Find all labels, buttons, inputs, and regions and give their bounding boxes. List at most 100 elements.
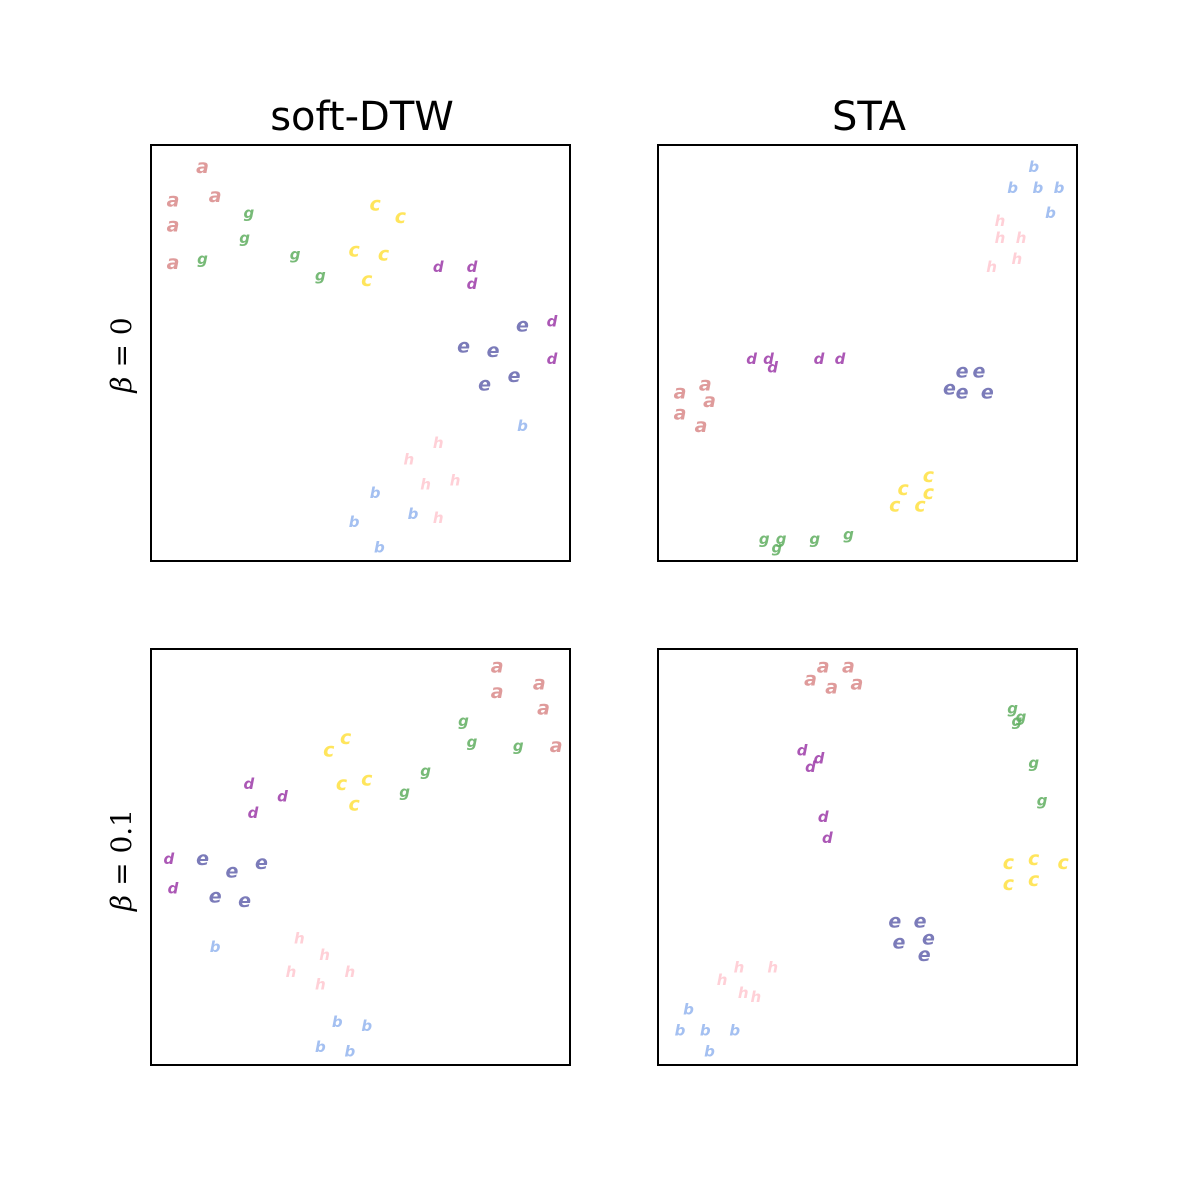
point-h: h <box>294 929 305 947</box>
point-b: b <box>349 513 360 531</box>
point-e: e <box>478 373 491 395</box>
point-h: h <box>986 258 997 276</box>
point-h: h <box>1016 229 1027 247</box>
point-g: g <box>315 267 326 285</box>
point-h: h <box>286 963 297 981</box>
point-e: e <box>956 382 969 404</box>
point-e: e <box>487 340 500 362</box>
point-g: g <box>843 526 854 544</box>
point-a: a <box>804 668 817 690</box>
point-a: a <box>491 681 504 703</box>
point-d: d <box>467 258 478 276</box>
point-a: a <box>167 252 180 274</box>
point-g: g <box>759 530 770 548</box>
point-b: b <box>315 1038 326 1056</box>
point-b: b <box>704 1042 715 1060</box>
point-b: b <box>370 484 381 502</box>
row-label-greek: β <box>105 894 138 911</box>
point-d: d <box>822 829 833 847</box>
point-g: g <box>458 712 469 730</box>
point-e: e <box>943 377 956 399</box>
point-h: h <box>315 975 326 993</box>
column-title-sta: STA <box>831 94 907 140</box>
point-c: c <box>378 244 390 266</box>
point-e: e <box>893 932 906 954</box>
point-c: c <box>889 494 901 516</box>
point-a: a <box>825 677 838 699</box>
point-b: b <box>344 1042 355 1060</box>
point-b: b <box>408 505 419 523</box>
point-h: h <box>995 229 1006 247</box>
point-g: g <box>1037 791 1048 809</box>
point-c: c <box>1058 852 1070 874</box>
point-e: e <box>918 944 931 966</box>
point-b: b <box>1054 179 1065 197</box>
point-e: e <box>956 361 969 383</box>
point-d: d <box>433 258 444 276</box>
point-h: h <box>738 984 749 1002</box>
point-h: h <box>345 963 356 981</box>
point-b: b <box>361 1017 372 1035</box>
point-c: c <box>1003 873 1015 895</box>
point-a: a <box>817 656 830 678</box>
point-a: a <box>167 189 180 211</box>
point-g: g <box>1007 700 1018 718</box>
point-e: e <box>457 336 470 358</box>
point-d: d <box>814 750 825 768</box>
point-d: d <box>746 350 757 368</box>
point-h: h <box>403 451 414 469</box>
point-c: c <box>348 240 360 262</box>
point-b: b <box>729 1021 740 1039</box>
row-label-beta-0: β = 0 <box>102 145 142 565</box>
point-d: d <box>168 879 179 897</box>
point-b: b <box>683 1000 694 1018</box>
point-e: e <box>914 911 927 933</box>
point-a: a <box>674 403 687 425</box>
point-e: e <box>981 382 994 404</box>
point-g: g <box>239 229 250 247</box>
point-d: d <box>805 758 816 776</box>
point-g: g <box>809 530 820 548</box>
point-d: d <box>763 350 774 368</box>
point-g: g <box>513 737 524 755</box>
point-c: c <box>340 727 352 749</box>
point-g: g <box>772 538 783 556</box>
point-d: d <box>277 787 288 805</box>
point-e: e <box>888 911 901 933</box>
point-c: c <box>361 769 373 791</box>
point-e: e <box>973 361 986 383</box>
point-h: h <box>767 959 778 977</box>
point-d: d <box>547 350 558 368</box>
point-d: d <box>163 850 174 868</box>
point-a: a <box>167 214 180 236</box>
point-a: a <box>695 415 708 437</box>
point-c: c <box>336 773 348 795</box>
point-a: a <box>550 735 563 757</box>
point-d: d <box>243 775 254 793</box>
point-e: e <box>226 861 239 883</box>
point-h: h <box>734 959 745 977</box>
point-d: d <box>835 350 846 368</box>
row-label-beta-0.1: β = 0.1 <box>102 650 142 1070</box>
point-c: c <box>369 194 381 216</box>
row-label-value: = 0.1 <box>105 809 138 895</box>
point-a: a <box>674 382 687 404</box>
point-b: b <box>1045 204 1056 222</box>
point-c: c <box>898 478 910 500</box>
point-d: d <box>547 313 558 331</box>
point-b: b <box>1007 179 1018 197</box>
point-e: e <box>196 848 209 870</box>
point-c: c <box>361 269 373 291</box>
point-h: h <box>450 471 461 489</box>
point-b: b <box>332 1013 343 1031</box>
point-c: c <box>1003 852 1015 874</box>
point-a: a <box>703 390 716 412</box>
point-h: h <box>717 971 728 989</box>
point-c: c <box>323 739 335 761</box>
point-g: g <box>399 783 410 801</box>
